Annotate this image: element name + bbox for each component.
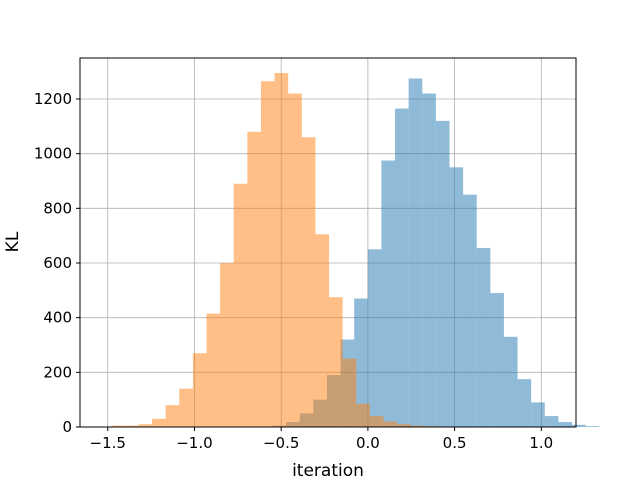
histogram-bar-series-2: [315, 234, 330, 427]
histogram-bar-series-1: [381, 160, 396, 427]
y-tick-label: 1000: [34, 145, 72, 163]
histogram-bar-series-1: [544, 416, 559, 427]
histogram-bars: [111, 73, 600, 428]
y-tick-label: 0: [62, 418, 72, 436]
histogram-bar-series-1: [558, 422, 573, 427]
histogram-bar-series-2: [301, 137, 316, 427]
histogram-bar-series-1: [572, 424, 586, 427]
plot-frame: [79, 57, 577, 428]
histogram-bar-series-1: [476, 247, 491, 427]
x-tick-label: −1.5: [90, 434, 126, 452]
y-tick-label: 600: [43, 254, 72, 272]
histogram-bar-series-1: [490, 293, 504, 427]
x-tick-label: −0.5: [263, 434, 299, 452]
histogram-bar-series-2: [247, 131, 261, 428]
histogram-bar-series-2: [152, 418, 166, 427]
histogram-bar-series-2: [165, 405, 180, 427]
histogram-bar-series-1: [422, 93, 436, 428]
histogram-bar-series-2: [206, 313, 221, 427]
y-axis-label: KL: [3, 231, 23, 252]
x-tick-label: −1.0: [176, 434, 212, 452]
histogram-bar-series-1: [408, 78, 423, 427]
histogram-bar-series-1: [435, 120, 450, 427]
histogram-bar-series-2: [124, 425, 139, 427]
histogram-bar-series-2: [342, 358, 357, 427]
histogram-bar-series-1: [463, 194, 477, 427]
histogram-bar-series-1: [531, 402, 545, 427]
histogram-bar-series-2: [383, 421, 398, 427]
histogram-bar-series-2: [397, 424, 411, 427]
histogram-bar-series-2: [111, 425, 125, 427]
histogram-bar-series-2: [356, 403, 370, 427]
y-tick-label: 400: [43, 309, 72, 327]
histogram-bar-series-2: [369, 416, 384, 427]
x-axis-label: iteration: [292, 461, 364, 480]
histogram-bar-series-1: [585, 426, 600, 427]
y-tick-label: 200: [43, 363, 72, 381]
histogram-bar-series-1: [517, 379, 532, 427]
y-tick-label: 800: [43, 199, 72, 217]
x-tick-label: 1.0: [529, 434, 553, 452]
histogram-bar-series-1: [354, 298, 368, 427]
histogram-bar-series-1: [395, 108, 409, 428]
axis-ticks: −1.5 −1.0 −0.5 0.0 0.5 1.0 0 200 400 600 800 1000 12…: [34, 90, 553, 452]
y-tick-label: 1200: [34, 90, 72, 108]
histogram-bar-series-2: [138, 424, 153, 427]
histogram-bar-series-2: [329, 297, 343, 427]
histogram-bar-series-1: [503, 336, 518, 427]
histogram-bar-series-1: [449, 167, 464, 428]
histogram-bar-series-2: [233, 183, 248, 427]
x-tick-label: 0.5: [443, 434, 467, 452]
histogram-bar-series-2: [220, 263, 234, 427]
x-tick-label: 0.0: [356, 434, 380, 452]
histogram-bar-series-2: [192, 353, 207, 427]
histogram-bar-series-2: [288, 93, 302, 428]
histogram-bar-series-1: [367, 249, 382, 427]
histogram-bar-series-2: [410, 425, 425, 427]
histogram-bar-series-2: [179, 388, 193, 427]
histogram-bar-series-2: [274, 73, 289, 428]
histogram-bar-series-2: [260, 81, 275, 427]
